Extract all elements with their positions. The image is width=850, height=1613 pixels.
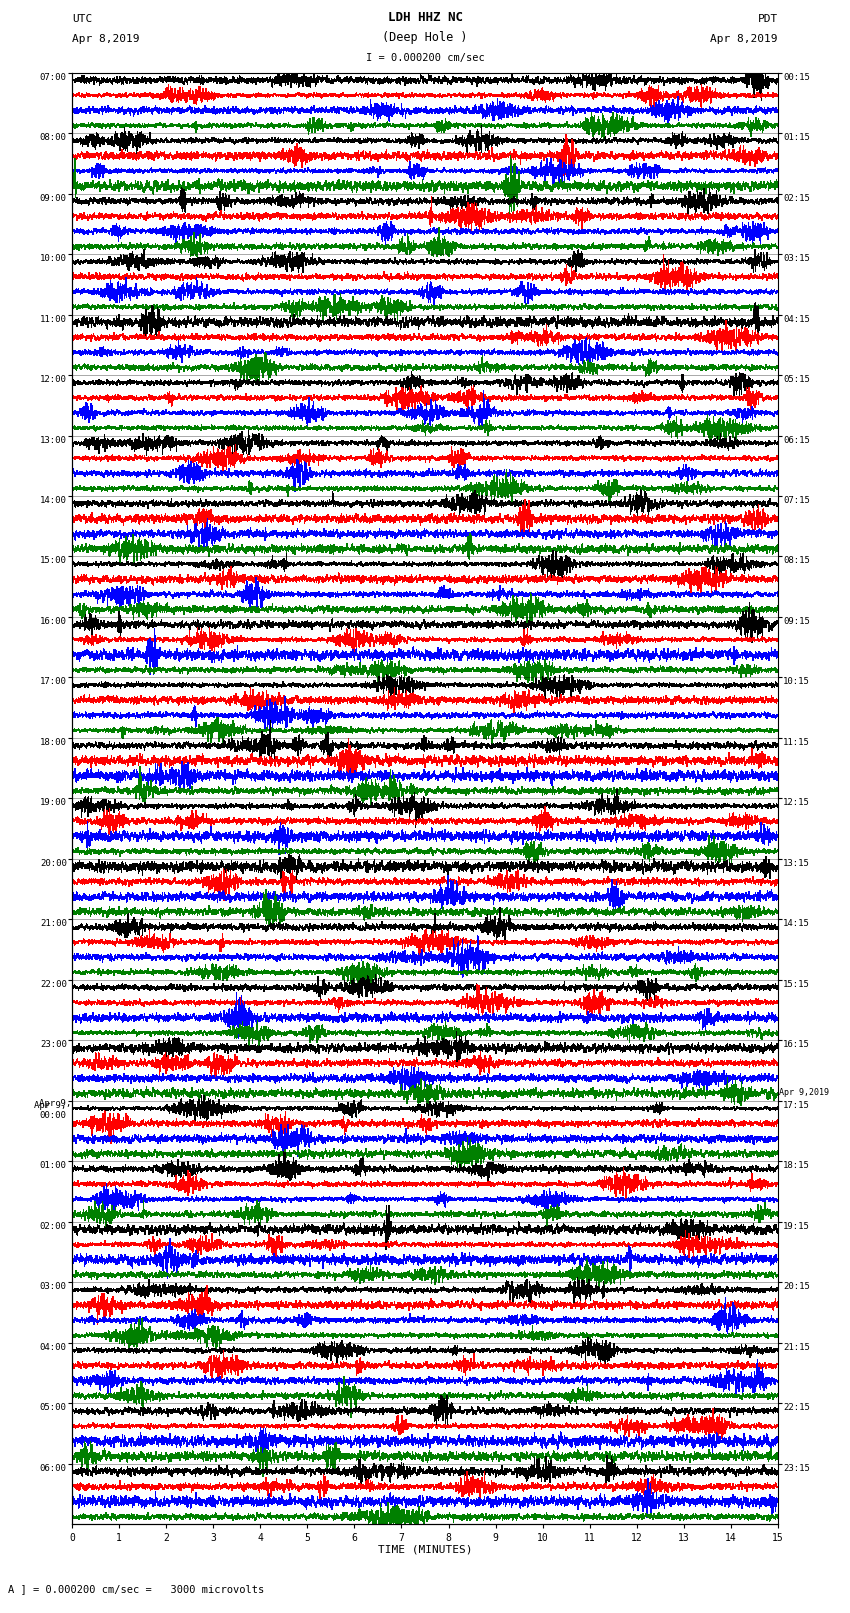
X-axis label: TIME (MINUTES): TIME (MINUTES)	[377, 1545, 473, 1555]
Text: Apr 9,2019: Apr 9,2019	[779, 1087, 829, 1097]
Text: I = 0.000200 cm/sec: I = 0.000200 cm/sec	[366, 53, 484, 63]
Text: A ] = 0.000200 cm/sec =   3000 microvolts: A ] = 0.000200 cm/sec = 3000 microvolts	[8, 1584, 264, 1594]
Text: (Deep Hole ): (Deep Hole )	[382, 31, 468, 44]
Text: Apr 8,2019: Apr 8,2019	[72, 34, 139, 44]
Text: UTC: UTC	[72, 15, 93, 24]
Text: LDH HHZ NC: LDH HHZ NC	[388, 11, 462, 24]
Text: PDT: PDT	[757, 15, 778, 24]
Text: Apr 9,: Apr 9,	[39, 1100, 71, 1108]
Text: Apr 8,2019: Apr 8,2019	[711, 34, 778, 44]
